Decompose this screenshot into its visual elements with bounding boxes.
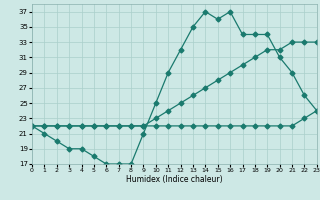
X-axis label: Humidex (Indice chaleur): Humidex (Indice chaleur)	[126, 175, 223, 184]
